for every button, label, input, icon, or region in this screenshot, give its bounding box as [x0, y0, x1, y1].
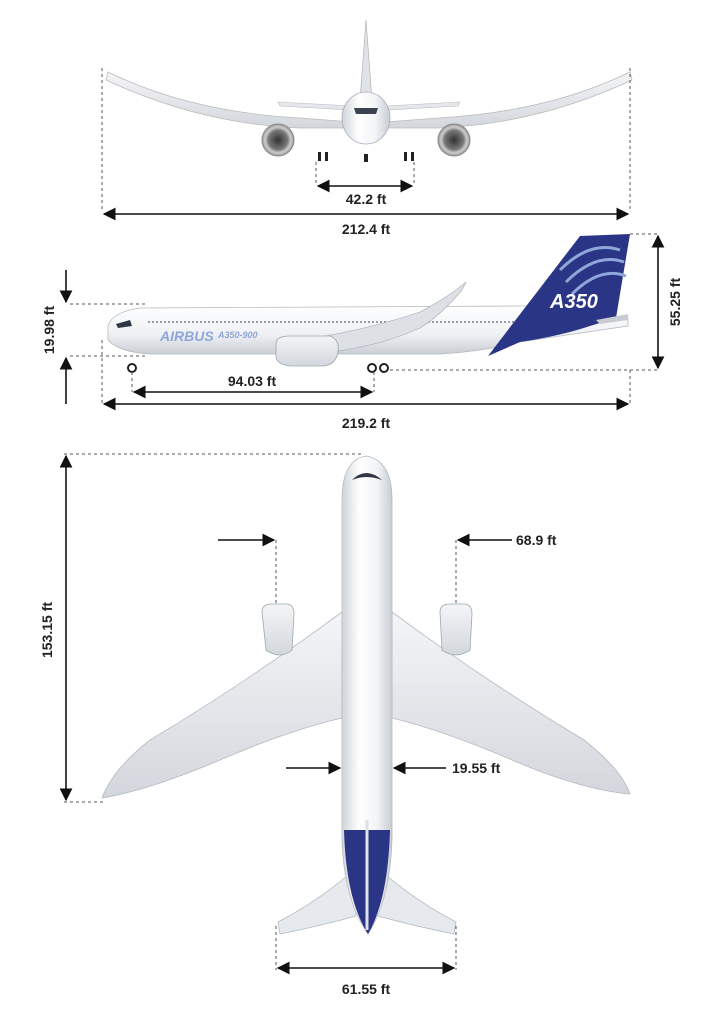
front-fin [359, 19, 373, 101]
front-fuselage [341, 91, 391, 145]
side-wing [298, 281, 467, 353]
front-cockpit-windows [354, 108, 378, 114]
model-designation-text: A350-900 [217, 330, 258, 340]
wingspan-dimension-label: 212.4 ft [342, 221, 391, 237]
top-cockpit [352, 473, 382, 480]
front-right-wing [385, 71, 633, 129]
top-left-tailplane [277, 869, 357, 935]
wing-length-dimension-label: 153.15 ft [39, 602, 55, 658]
front-right-engine [437, 123, 471, 157]
wheelbase-dimension-label: 94.03 ft [228, 373, 277, 389]
side-cockpit-window [116, 320, 132, 328]
airbus-logo-text: AIRBUS [159, 328, 214, 344]
side-tail-fin [488, 234, 630, 356]
side-stabilizer [596, 314, 628, 324]
top-left-engine [261, 603, 295, 656]
side-tail-accent [558, 246, 627, 296]
top-view: 153.15 ft 68.9 ft 19.55 ft 61.55 ft [39, 453, 631, 997]
front-left-engine [261, 123, 295, 157]
track-dimension-label: 42.2 ft [346, 191, 387, 207]
top-fuselage [341, 455, 393, 935]
top-right-tailplane [377, 869, 457, 935]
side-view: A350 AIRBUS A350-900 19.98 ft 55.25 ft 9… [41, 233, 683, 431]
fuselage-width-label: 19.55 ft [452, 760, 501, 776]
length-dimension-label: 219.2 ft [342, 415, 391, 431]
side-landing-gear [127, 363, 389, 373]
tail-model-text: A350 [549, 291, 598, 313]
tailplane-span-label: 61.55 ft [342, 981, 391, 997]
top-right-engine [439, 603, 473, 656]
clearance-dimension-label: 19.98 ft [41, 306, 57, 355]
engine-spacing-label: 68.9 ft [516, 532, 557, 548]
front-landing-gear [318, 152, 414, 162]
front-view: 42.2 ft 212.4 ft [101, 19, 633, 237]
top-right-wing [391, 611, 631, 795]
front-left-wing [105, 71, 353, 129]
side-engine [275, 335, 339, 367]
top-left-wing [101, 611, 343, 799]
height-dimension-label: 55.25 ft [667, 278, 683, 327]
